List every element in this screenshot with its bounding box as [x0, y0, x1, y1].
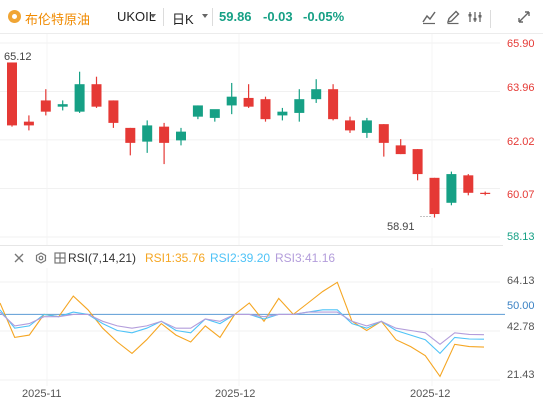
period-dropdown[interactable]: 日K [172, 12, 194, 27]
rsi1-value: RSI1:35.76 [145, 251, 206, 265]
candle-body [345, 120, 355, 131]
candle-body [108, 100, 119, 123]
candle-body [91, 84, 102, 107]
candle-body [226, 96, 237, 106]
price-chart[interactable] [0, 34, 543, 245]
candle-body [480, 192, 491, 195]
candle-body [74, 84, 85, 112]
candle-body [395, 145, 406, 155]
price-axis-label: 62.02 [507, 136, 535, 148]
rsi2-value: RSI2:39.20 [210, 251, 271, 265]
indicator-grid-icon[interactable] [54, 251, 66, 264]
candle-body [446, 174, 457, 203]
line-chart-icon[interactable] [420, 8, 438, 26]
candle-body [412, 149, 423, 175]
chevron-down-icon[interactable] [150, 14, 156, 18]
candle-body [294, 99, 305, 113]
candle-body [378, 124, 389, 143]
candle-body [125, 127, 136, 143]
candle-body [260, 99, 271, 120]
rsi-axis-label: 64.13 [507, 275, 535, 287]
x-axis-label: 2025-12 [410, 388, 451, 400]
candle-body [311, 89, 322, 100]
pencil-icon[interactable] [444, 8, 462, 26]
divider [490, 10, 491, 28]
candle-body [142, 125, 153, 142]
price-axis-label: 58.13 [507, 231, 535, 243]
candle-body [243, 97, 254, 107]
price-axis-label: 60.07 [507, 189, 535, 201]
low-price-marker: 58.91 [387, 221, 415, 233]
candle-body [463, 175, 474, 193]
fullscreen-icon[interactable] [515, 8, 533, 26]
price-change-percent: -0.05% [303, 9, 345, 24]
panel-divider [0, 245, 503, 246]
symbol-icon [8, 10, 21, 23]
price-axis-label: 63.96 [507, 82, 535, 94]
rsi-axis-label: 42.78 [507, 321, 535, 333]
candle-body [23, 121, 34, 126]
candle-body [192, 105, 203, 117]
candle-body [361, 120, 372, 133]
rsi-axis-label: 50.00 [507, 300, 535, 312]
price-axis-label: 65.90 [507, 38, 535, 50]
rsi-axis-label: 21.43 [507, 369, 535, 381]
symbol-code-dropdown[interactable]: UKOIL [117, 9, 157, 24]
chart-header: 布伦特原油 UKOIL 日K 59.86 -0.03 -0.05% [0, 0, 543, 34]
divider [163, 8, 164, 26]
rsi-chart[interactable] [0, 268, 543, 386]
divider [212, 8, 213, 26]
indicator-settings-icon[interactable] [35, 251, 47, 264]
candle-body [277, 111, 288, 116]
candle-body [429, 177, 440, 215]
candle-body [40, 100, 51, 112]
x-axis-label: 2025-11 [22, 388, 62, 400]
chevron-down-icon[interactable] [202, 14, 208, 18]
candle-body [57, 104, 68, 107]
price-change: -0.03 [263, 9, 293, 24]
x-axis-label: 2025-12 [215, 388, 256, 400]
rsi1-line [0, 281, 485, 378]
settings-icon[interactable] [466, 8, 484, 26]
high-price-marker: 65.12 [4, 51, 32, 63]
rsi-indicator-label[interactable]: RSI(7,14,21) [68, 251, 137, 265]
candle-body [209, 109, 220, 118]
candle-body [7, 62, 17, 126]
rsi3-line [0, 311, 485, 345]
symbol-name[interactable]: 布伦特原油 [25, 12, 91, 27]
last-price: 59.86 [219, 9, 252, 24]
collapse-icon[interactable] [13, 251, 25, 263]
candle-body [328, 89, 339, 120]
candle-body [176, 131, 186, 141]
rsi3-value: RSI3:41.16 [275, 251, 336, 265]
candle-body [159, 126, 170, 143]
